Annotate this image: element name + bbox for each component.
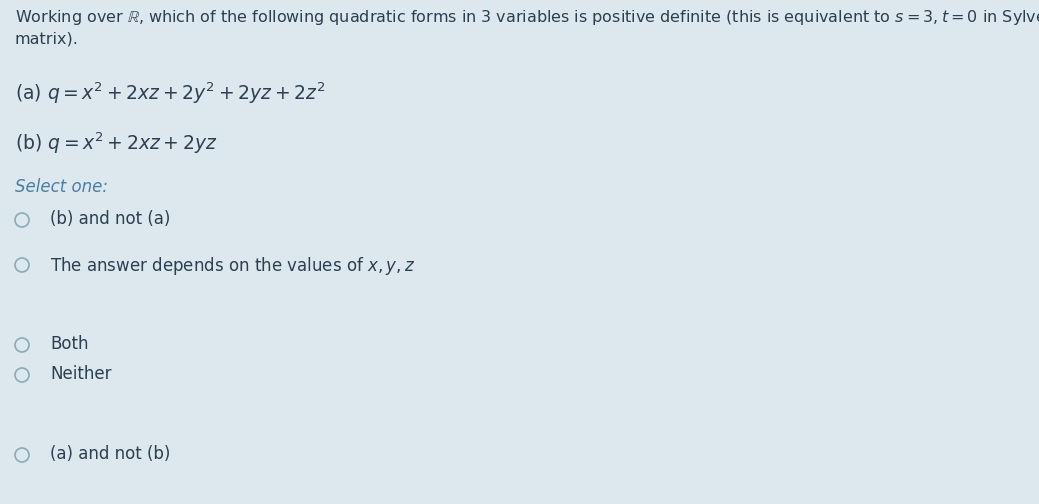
Text: Working over $\mathbb{R}$, which of the following quadratic forms in 3 variables: Working over $\mathbb{R}$, which of the … [15, 8, 1039, 27]
Text: (b) and not (a): (b) and not (a) [50, 210, 170, 228]
Text: Both: Both [50, 335, 88, 353]
Text: Neither: Neither [50, 365, 111, 383]
Text: (a) $q = x^2 + 2xz + 2y^2 + 2yz + 2z^2$: (a) $q = x^2 + 2xz + 2y^2 + 2yz + 2z^2$ [15, 80, 325, 105]
Text: (b) $q = x^2 + 2xz + 2yz$: (b) $q = x^2 + 2xz + 2yz$ [15, 130, 217, 156]
Text: (a) and not (b): (a) and not (b) [50, 445, 170, 463]
Text: Select one:: Select one: [15, 178, 108, 196]
Text: The answer depends on the values of $x, y, z$: The answer depends on the values of $x, … [50, 255, 416, 277]
Text: matrix).: matrix). [15, 32, 79, 47]
